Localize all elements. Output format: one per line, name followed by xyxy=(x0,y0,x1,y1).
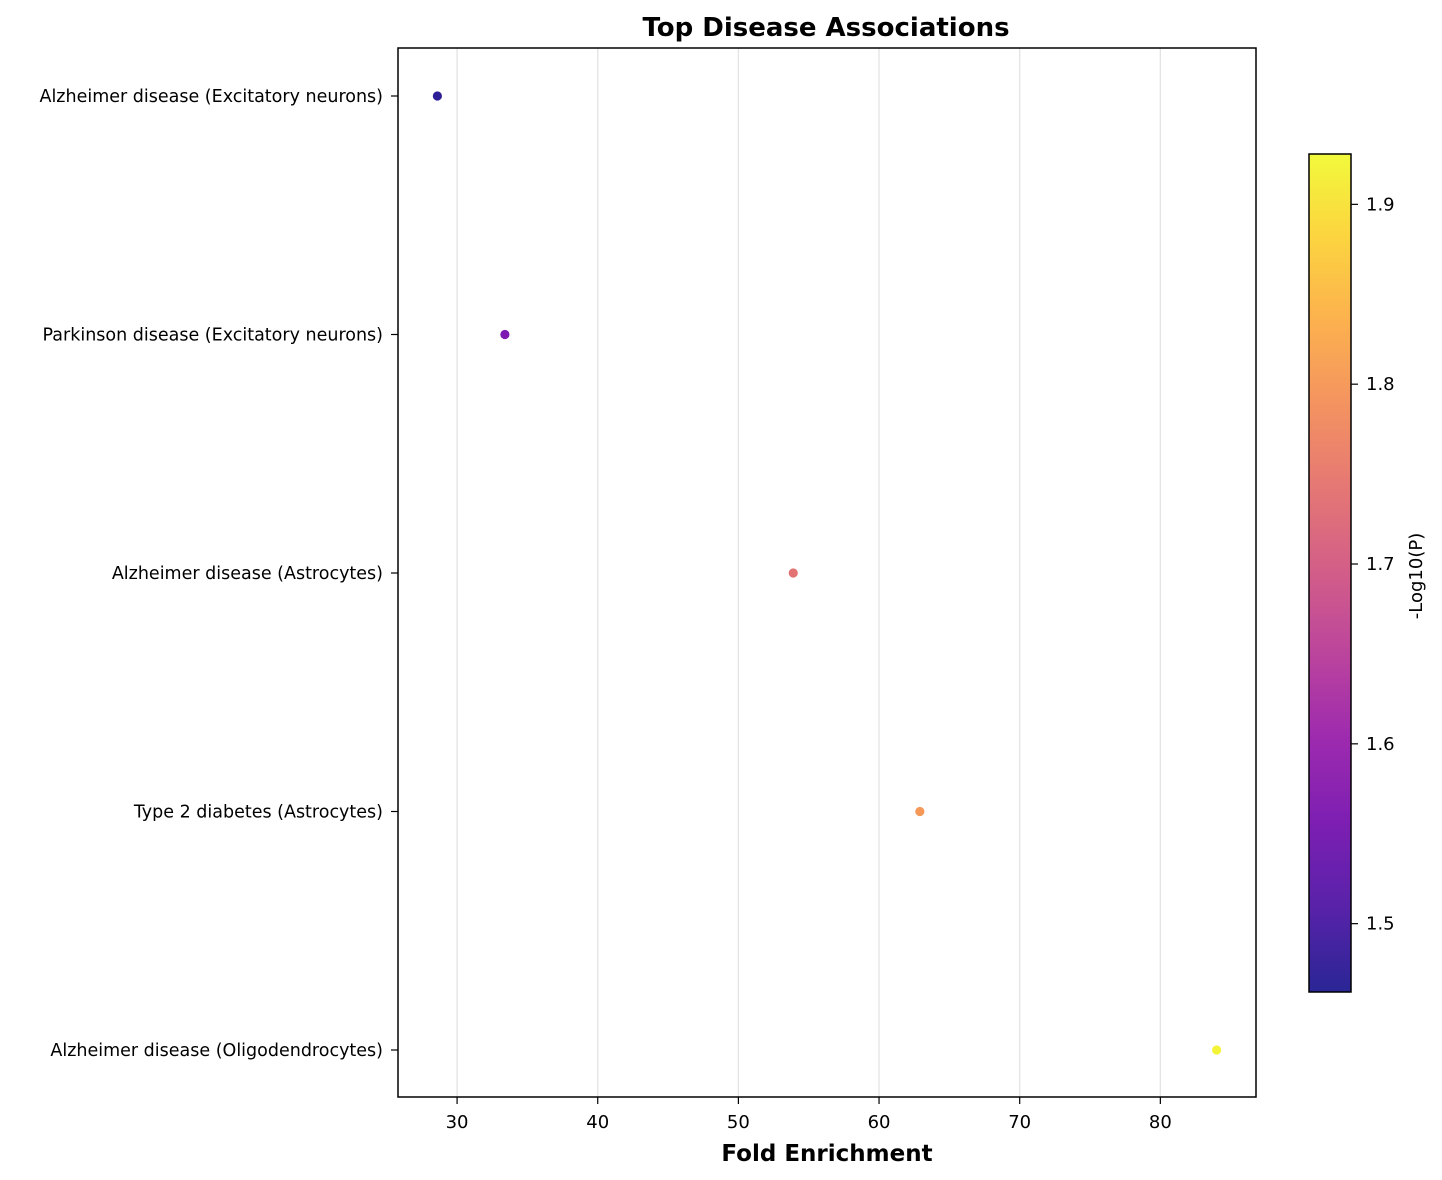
colorbar-tick-label: 1.7 xyxy=(1366,554,1395,575)
x-tick-label: 30 xyxy=(446,1112,469,1133)
colorbar-ticks: 1.5 1.6 1.7 1.8 1.9 xyxy=(1351,194,1395,935)
x-tick-label: 80 xyxy=(1149,1112,1172,1133)
data-points xyxy=(431,90,1223,1056)
colorbar-label: -Log10(P) xyxy=(1406,533,1427,619)
x-axis-ticks: 30 40 50 60 70 80 xyxy=(446,1097,1172,1133)
y-tick-label: Alzheimer disease (Astrocytes) xyxy=(112,564,383,584)
colorbar xyxy=(1308,153,1352,993)
data-point xyxy=(431,90,444,102)
y-axis-ticks: Alzheimer disease (Excitatory neurons) Pa… xyxy=(39,87,398,1061)
x-tick-label: 40 xyxy=(586,1112,609,1133)
y-tick-label: Alzheimer disease (Excitatory neurons) xyxy=(39,87,383,107)
y-tick-label: Alzheimer disease (Oligodendrocytes) xyxy=(50,1041,383,1061)
x-tick-label: 50 xyxy=(727,1112,750,1133)
data-point xyxy=(1210,1044,1223,1056)
colorbar-tick-label: 1.6 xyxy=(1366,734,1395,755)
colorbar-tick-label: 1.9 xyxy=(1366,194,1395,215)
plot-frame xyxy=(397,47,1257,1098)
x-tick-label: 60 xyxy=(868,1112,891,1133)
colorbar-tick-label: 1.5 xyxy=(1366,914,1395,935)
data-point xyxy=(914,805,926,818)
data-point xyxy=(499,328,511,341)
chart-title: Top Disease Associations xyxy=(642,13,1009,43)
y-tick-label: Parkinson disease (Excitatory neurons) xyxy=(43,326,383,346)
y-tick-label: Type 2 diabetes (Astrocytes) xyxy=(133,803,383,823)
x-tick-label: 70 xyxy=(1008,1112,1031,1133)
data-point xyxy=(787,567,800,579)
x-axis-label: Fold Enrichment xyxy=(721,1141,932,1167)
grid-lines xyxy=(456,48,1162,1097)
colorbar-tick-label: 1.8 xyxy=(1366,374,1395,395)
